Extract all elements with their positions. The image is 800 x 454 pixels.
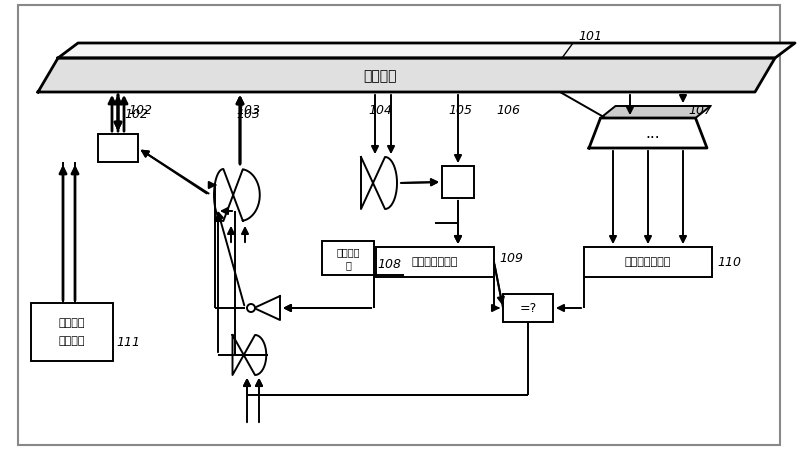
Text: 同步完成寄存器: 同步完成寄存器: [625, 257, 671, 267]
Polygon shape: [361, 157, 397, 209]
Text: 111: 111: [116, 336, 140, 349]
Bar: [98, 134, 138, 162]
Text: 103: 103: [236, 104, 260, 117]
Text: 110: 110: [717, 256, 741, 268]
Text: 103: 103: [236, 108, 260, 120]
Text: 状态控制: 状态控制: [58, 318, 86, 328]
Polygon shape: [254, 296, 280, 320]
Text: 107: 107: [688, 104, 712, 117]
Polygon shape: [233, 335, 266, 375]
Bar: [31, 303, 113, 361]
Bar: [376, 247, 494, 277]
Text: 位: 位: [345, 260, 351, 270]
Text: 逻辑单元: 逻辑单元: [58, 336, 86, 346]
Polygon shape: [589, 118, 707, 148]
Polygon shape: [601, 106, 710, 118]
Text: ...: ...: [646, 125, 660, 140]
Text: 102: 102: [128, 104, 152, 117]
Text: 106: 106: [496, 104, 520, 117]
Text: 系统总线: 系统总线: [363, 69, 397, 83]
Text: 108: 108: [377, 257, 401, 271]
Polygon shape: [214, 169, 260, 221]
Text: =?: =?: [519, 301, 537, 315]
Bar: [442, 166, 474, 198]
Polygon shape: [58, 43, 795, 58]
Circle shape: [247, 304, 255, 312]
Bar: [503, 294, 553, 322]
Text: 105: 105: [448, 104, 472, 117]
Text: 109: 109: [499, 252, 523, 265]
Bar: [584, 247, 712, 277]
Text: 101: 101: [578, 30, 602, 43]
Bar: [322, 241, 374, 275]
Polygon shape: [38, 58, 775, 92]
Text: 104: 104: [368, 104, 392, 117]
Text: 同步请求寄存器: 同步请求寄存器: [412, 257, 458, 267]
Text: 有效标志: 有效标志: [336, 247, 360, 257]
Text: 102: 102: [124, 108, 148, 120]
